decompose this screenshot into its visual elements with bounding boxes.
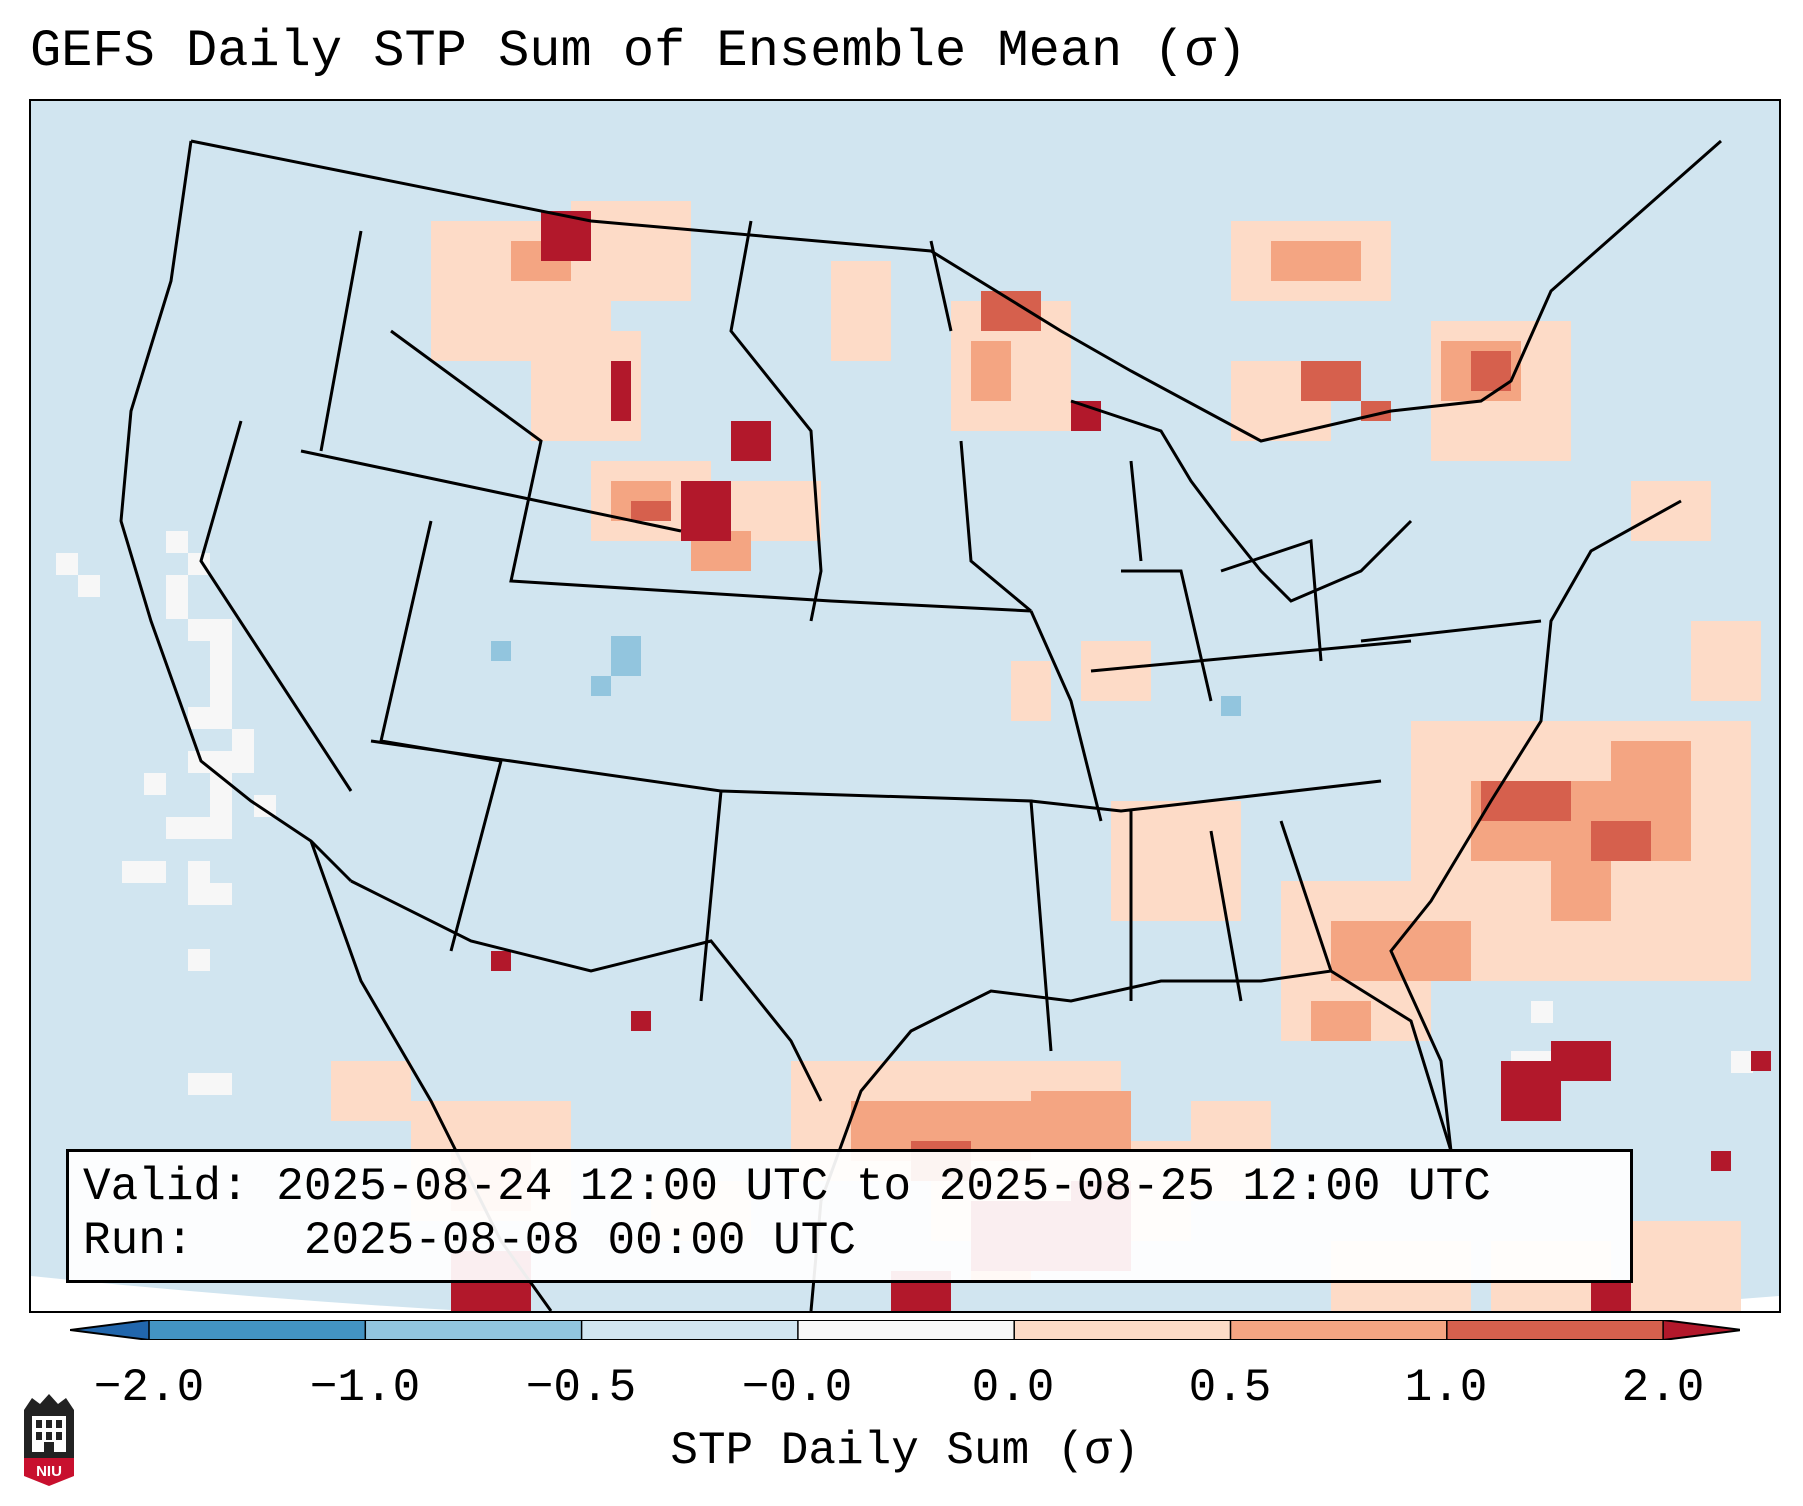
map-title: GEFS Daily STP Sum of Ensemble Mean (σ) — [30, 22, 1247, 81]
state-lines-central — [729, 220, 1542, 1002]
boundaries — [119, 139, 1722, 1311]
great-lakes — [1070, 399, 1413, 603]
us-east-coast — [1389, 499, 1682, 1152]
run-label: Run: — [83, 1215, 194, 1267]
valid-label: Valid: — [83, 1161, 249, 1213]
colorbar-extend-low — [70, 1320, 149, 1340]
niu-logo: NIU — [24, 1394, 74, 1486]
colorbar-tick-label: −0.0 — [741, 1362, 853, 1414]
colorbar-tick-label: 0.0 — [971, 1362, 1055, 1414]
colorbar-segment — [797, 1320, 1015, 1340]
colorbar-tick-label: 2.0 — [1621, 1362, 1705, 1414]
colorbar-label: STP Daily Sum (σ) — [670, 1425, 1140, 1477]
colorbar-extend-high — [1663, 1320, 1740, 1340]
us-canada-border — [190, 139, 1722, 443]
map-panel — [29, 99, 1781, 1313]
valid-info-box: Valid: 2025-08-24 12:00 UTC to 2025-08-2… — [66, 1149, 1633, 1283]
colorbar-segment — [1230, 1320, 1448, 1340]
colorbar-segment — [149, 1320, 366, 1340]
logo-text: NIU — [36, 1463, 62, 1480]
us-mexico-border — [350, 879, 823, 1102]
colorbar-tick-label: −0.5 — [525, 1362, 637, 1414]
colorbar-segment — [365, 1320, 583, 1340]
colorbar-tick-label: 1.0 — [1404, 1362, 1488, 1414]
colorbar-segment — [581, 1320, 799, 1340]
negative-cells — [491, 636, 1241, 716]
gulf-coast — [809, 969, 1453, 1311]
colorbar-segment — [1446, 1320, 1664, 1340]
colorbar — [70, 1320, 1740, 1340]
colorbar-tick-label: −2.0 — [93, 1362, 205, 1414]
state-lines-west — [199, 230, 1053, 1052]
valid-value: 2025-08-24 12:00 UTC to 2025-08-25 12:00… — [276, 1161, 1491, 1213]
us-west-coast — [119, 140, 353, 883]
map-svg — [31, 101, 1779, 1311]
run-value: 2025-08-08 00:00 UTC — [303, 1215, 856, 1267]
colorbar-segment — [1014, 1320, 1231, 1340]
colorbar-tick-label: −1.0 — [309, 1362, 421, 1414]
colorbar-tick-label: 0.5 — [1188, 1362, 1272, 1414]
